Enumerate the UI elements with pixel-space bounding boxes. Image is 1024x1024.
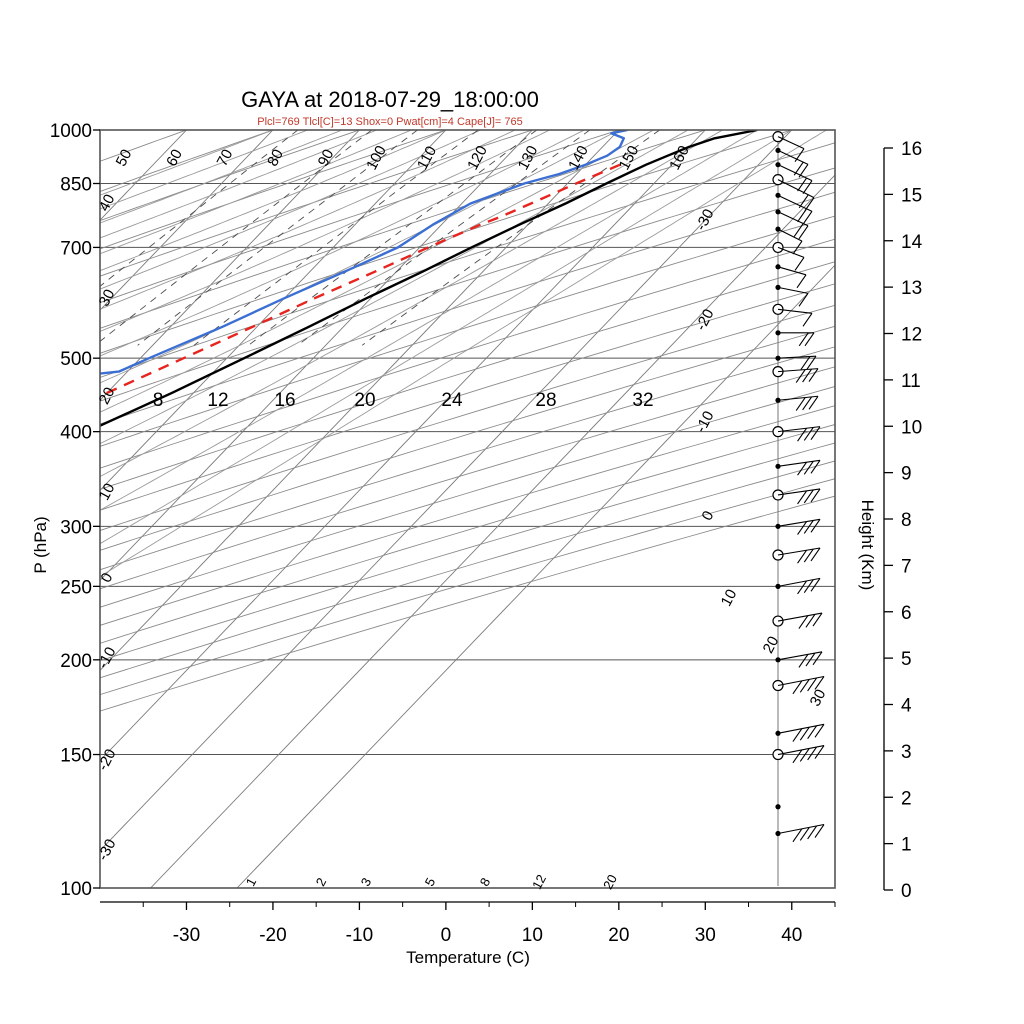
grid-lines	[100, 130, 835, 888]
height-tick-16: 16	[901, 139, 922, 160]
dry-adiabat-label-70: 70	[214, 147, 237, 170]
pressure-axis: 100 150 200 250 300 400 500 700 850 1000	[50, 121, 100, 900]
height-tick-11: 11	[901, 371, 921, 392]
isotherm-label-left-40: 40	[96, 192, 119, 215]
dry-adiabat-label-90: 90	[315, 147, 338, 170]
page-title: GAYA at 2018-07-29_18:00:00	[241, 87, 539, 112]
mixing-ratio-label-12: 12	[529, 872, 549, 892]
height-tick-6: 6	[901, 603, 912, 624]
plot-frame	[99, 129, 836, 889]
temp-tick-20: 20	[608, 925, 629, 946]
subtitle-indices: Plcl=769 Tlcl[C]=13 Shox=0 Pwat[cm]=4 Ca…	[257, 116, 522, 128]
x-axis-title: Temperature (C)	[406, 948, 530, 967]
isotherm-label-right-20: 20	[760, 634, 783, 657]
height-axis-title: Height (Km)	[858, 500, 877, 591]
height-tick-1: 1	[901, 835, 912, 856]
moist-adiabat-label-24: 24	[441, 390, 463, 411]
height-tick-3: 3	[901, 742, 912, 763]
isotherm-label-left-30: 30	[96, 287, 119, 310]
height-tick-15: 15	[901, 185, 922, 206]
isotherm-label-left-20: 20	[96, 385, 119, 408]
pressure-tick-500: 500	[60, 349, 92, 370]
wind-barb-column	[772, 131, 825, 886]
moist-adiabat-label-12: 12	[207, 390, 228, 411]
temp-tick-10: 10	[522, 925, 543, 946]
temp-tick--10: -10	[346, 925, 373, 946]
y-axis-title: P (hPa)	[31, 516, 50, 573]
temp-tick--30: -30	[173, 925, 200, 946]
pressure-tick-400: 400	[60, 423, 92, 444]
mixing-ratio-label-20: 20	[600, 872, 620, 892]
pressure-tick-850: 850	[60, 175, 92, 196]
height-tick-7: 7	[901, 556, 912, 577]
isotherm-label-right-30: 30	[807, 687, 830, 710]
temp-tick-30: 30	[695, 925, 716, 946]
height-tick-0: 0	[901, 881, 912, 902]
pressure-tick-200: 200	[60, 651, 92, 672]
height-tick-14: 14	[901, 232, 923, 253]
moist-adiabat-label-32: 32	[632, 390, 653, 411]
profile-curves	[100, 130, 758, 428]
pressure-tick-300: 300	[60, 517, 92, 538]
height-tick-2: 2	[901, 788, 912, 809]
height-tick-9: 9	[901, 464, 912, 485]
height-tick-12: 12	[901, 325, 922, 346]
isotherm-label-right-10: 10	[718, 587, 741, 610]
moist-adiabat-label-8: 8	[153, 390, 164, 411]
grid-annotations: 50 60 70 80 90 100 110 120 130 140 150 160403020100…	[94, 143, 829, 892]
dry-adiabat-label-60: 60	[163, 147, 186, 170]
height-tick-4: 4	[901, 696, 912, 717]
temp-tick-40: 40	[781, 925, 802, 946]
height-tick-8: 8	[901, 510, 912, 531]
dry-adiabat-label-80: 80	[264, 147, 287, 170]
pressure-tick-250: 250	[60, 577, 92, 598]
moist-adiabat-label-16: 16	[274, 390, 295, 411]
pressure-tick-700: 700	[60, 238, 92, 259]
isotherm-label-left-10: 10	[96, 481, 119, 504]
temp-tick--20: -20	[259, 925, 286, 946]
pressure-tick-100: 100	[60, 879, 92, 900]
moist-adiabat-label-28: 28	[535, 390, 556, 411]
height-tick-13: 13	[901, 278, 922, 299]
temperature-axis: -30 -20 -10 0 10 20 30 40	[100, 901, 836, 946]
pressure-tick-150: 150	[60, 746, 92, 767]
pressure-tick-1000: 1000	[50, 121, 92, 142]
temp-tick-0: 0	[441, 925, 452, 946]
dry-adiabat-label-50: 50	[113, 147, 136, 170]
height-tick-5: 5	[901, 649, 912, 670]
height-tick-10: 10	[901, 417, 922, 438]
moist-adiabat-label-20: 20	[354, 390, 375, 411]
